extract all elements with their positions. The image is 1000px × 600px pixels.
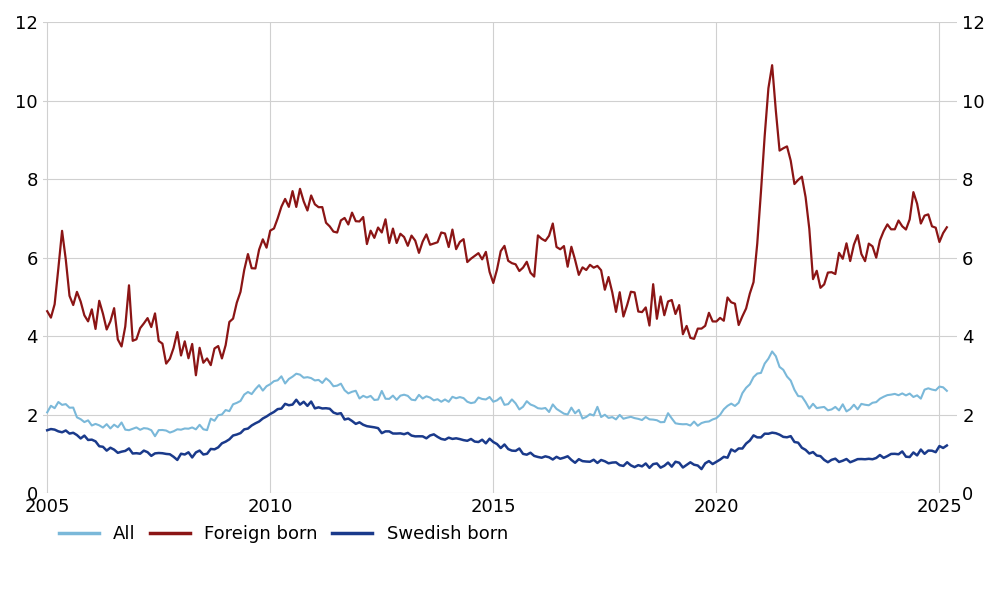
Line: Foreign born: Foreign born <box>47 65 947 375</box>
All <box>346 388 358 395</box>
Foreign born <box>346 209 358 216</box>
Line: Swedish born: Swedish born <box>47 400 947 469</box>
All <box>93 422 105 429</box>
All <box>450 395 462 402</box>
Line: All: All <box>47 352 947 436</box>
Swedish born <box>346 418 358 425</box>
Swedish born <box>476 436 488 443</box>
All <box>941 387 953 394</box>
Swedish born <box>450 435 462 442</box>
Foreign born <box>766 62 778 69</box>
All <box>547 401 559 408</box>
All <box>149 433 161 440</box>
Swedish born <box>93 443 105 450</box>
All <box>41 409 53 416</box>
All <box>476 395 488 403</box>
Legend: All, Foreign born, Swedish born: All, Foreign born, Swedish born <box>52 518 515 550</box>
Swedish born <box>904 454 916 461</box>
Swedish born <box>547 456 559 463</box>
Foreign born <box>93 297 105 304</box>
Swedish born <box>941 442 953 449</box>
Swedish born <box>41 427 53 434</box>
All <box>766 348 778 355</box>
Foreign born <box>476 256 488 263</box>
Foreign born <box>190 371 202 379</box>
Swedish born <box>290 396 302 403</box>
All <box>904 390 916 397</box>
Foreign born <box>41 308 53 315</box>
Foreign born <box>547 220 559 227</box>
Foreign born <box>941 224 953 231</box>
Foreign born <box>904 216 916 223</box>
Swedish born <box>695 466 707 473</box>
Foreign born <box>450 245 462 253</box>
